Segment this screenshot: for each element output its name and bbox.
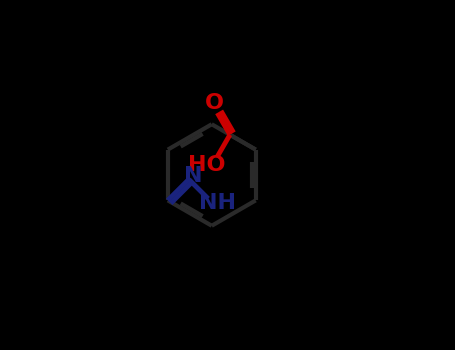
Text: O: O [205, 93, 224, 113]
Text: HO: HO [188, 155, 226, 175]
Text: NH: NH [199, 193, 237, 213]
Text: N: N [184, 166, 202, 186]
